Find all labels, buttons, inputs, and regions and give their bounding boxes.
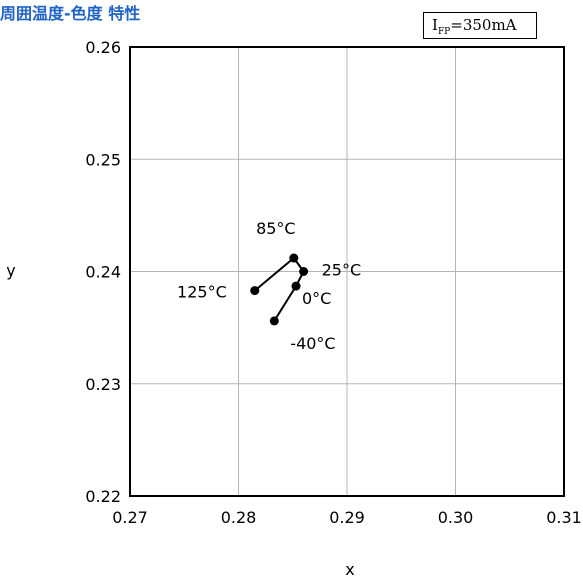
y-tick-label: 0.25	[85, 150, 121, 169]
condition-box: IFP=350mA	[423, 12, 537, 39]
y-axis-label: y	[6, 261, 15, 280]
data-point	[250, 286, 260, 296]
point-label: -40°C	[290, 334, 335, 353]
x-tick-label: 0.30	[438, 508, 474, 527]
point-label: 125°C	[177, 283, 227, 302]
y-tick-label: 0.26	[85, 38, 121, 57]
x-tick-label: 0.27	[112, 508, 148, 527]
plot-border	[129, 46, 565, 497]
point-label: 0°C	[302, 289, 331, 308]
condition-value: =350mA	[450, 16, 517, 34]
data-point	[289, 253, 299, 263]
data-point	[269, 316, 279, 326]
condition-subscript: FP	[437, 27, 451, 37]
y-axis-ticks: 0.22 0.23 0.24 0.25 0.26	[85, 38, 121, 506]
point-label: 85°C	[256, 219, 296, 238]
condition-symbol: I	[432, 16, 438, 34]
chart-title: 周囲温度-色度 特性	[0, 4, 141, 23]
grid	[130, 47, 564, 496]
x-tick-label: 0.29	[329, 508, 365, 527]
series-0: 125°C 85°C 25°C 0°C -40°C	[177, 219, 361, 353]
x-tick-label: 0.28	[221, 508, 257, 527]
x-axis-ticks: 0.27 0.28 0.29 0.30 0.31	[112, 508, 582, 527]
data-point	[291, 281, 301, 291]
point-label: 25°C	[322, 261, 362, 280]
data-point	[299, 267, 309, 276]
y-tick-label: 0.22	[85, 487, 121, 506]
x-tick-label: 0.31	[546, 508, 582, 527]
y-tick-label: 0.24	[85, 263, 121, 282]
y-tick-label: 0.23	[85, 375, 121, 394]
x-axis-label: x	[345, 560, 354, 579]
